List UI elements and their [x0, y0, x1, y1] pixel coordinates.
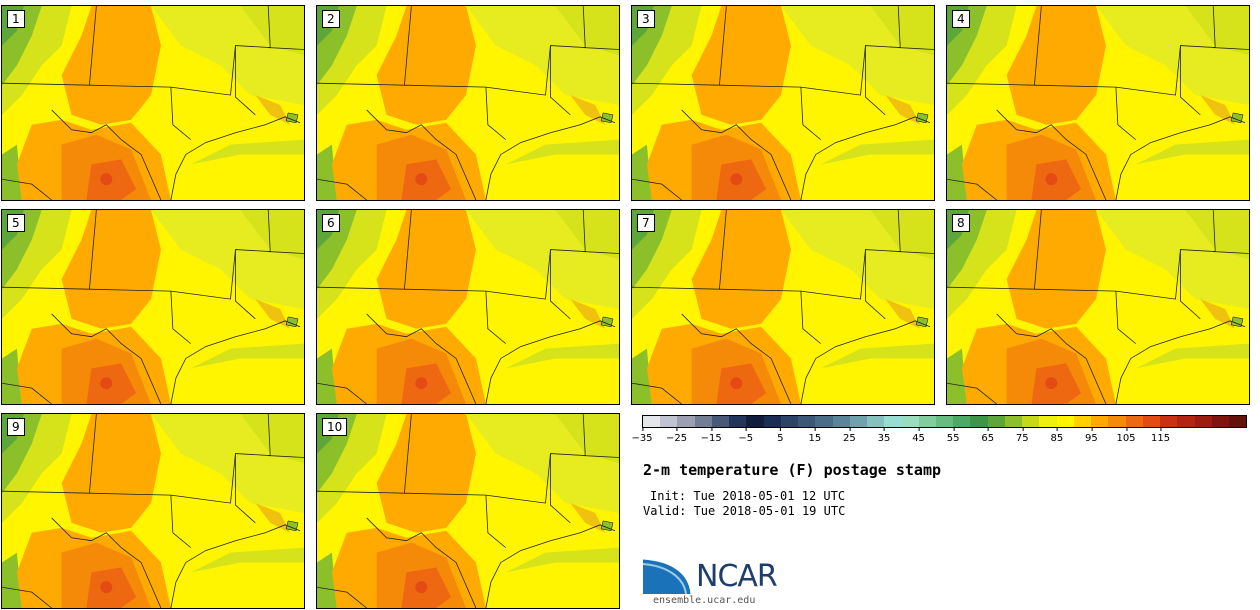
colorbar-tick-label: 45 — [912, 427, 925, 444]
colorbar-swatch — [1091, 416, 1109, 427]
map-panel: 10 — [316, 413, 620, 609]
ensemble-member-label: 6 — [322, 214, 340, 232]
colorbar-tick-label: 35 — [878, 427, 890, 444]
colorbar-tick-label: −15 — [701, 427, 722, 444]
ensemble-member-label: 8 — [952, 214, 970, 232]
colorbar-swatch — [729, 416, 747, 427]
map-panel: 5 — [1, 209, 305, 405]
colorbar-swatch — [1142, 416, 1161, 427]
colorbar-tick-label: −35 — [631, 427, 653, 444]
colorbar-swatch — [987, 416, 1005, 427]
colorbar-swatch — [763, 416, 781, 427]
map-panel: 6 — [316, 209, 620, 405]
ensemble-member-label: 10 — [322, 418, 348, 436]
ensemble-member-label: 9 — [7, 418, 25, 436]
colorbar-tick-label: 115 — [1151, 427, 1170, 444]
colorbar-tick-label: 95 — [1085, 427, 1098, 444]
ensemble-member-label: 3 — [637, 10, 655, 28]
ensemble-member-label: 1 — [7, 10, 25, 28]
map-panel: 2 — [316, 5, 620, 201]
colorbar-tick-label: −5 — [738, 427, 753, 444]
site-url[interactable]: ensemble.ucar.edu — [653, 595, 756, 606]
colorbar-swatch — [711, 416, 730, 427]
colorbar-swatch — [1211, 416, 1229, 427]
colorbar-swatch — [849, 416, 868, 427]
init-time: Init: Tue 2018-05-01 12 UTC — [650, 489, 846, 503]
colorbar-swatch — [1056, 416, 1074, 427]
colorbar-tick-label: 75 — [1016, 427, 1029, 444]
map-panel: 3 — [631, 5, 935, 201]
colorbar-swatch — [1022, 416, 1040, 427]
colorbar-swatch — [643, 416, 661, 427]
ncar-logo-icon — [642, 556, 694, 595]
ensemble-member-label: 2 — [322, 10, 340, 28]
colorbar-swatch — [935, 416, 954, 427]
colorbar-tick-label: 5 — [777, 427, 783, 444]
colorbar-swatch — [1108, 416, 1126, 427]
map-panel: 9 — [1, 413, 305, 609]
colorbar-swatch — [798, 416, 816, 427]
chart-title: 2-m temperature (F) postage stamp — [643, 461, 942, 479]
colorbar-tick-label: 85 — [1050, 427, 1063, 444]
map-panel: 8 — [946, 209, 1250, 405]
colorbar-swatch — [694, 416, 712, 427]
colorbar-tick-label: −25 — [666, 427, 687, 444]
colorbar-tick-label: 55 — [947, 427, 960, 444]
colorbar-swatch — [953, 416, 971, 427]
colorbar-swatch — [677, 416, 695, 427]
colorbar-tick-label: 15 — [808, 427, 821, 444]
colorbar-swatch — [660, 416, 678, 427]
colorbar-swatch — [1039, 416, 1057, 427]
map-panel: 4 — [946, 5, 1250, 201]
colorbar-swatch — [1004, 416, 1023, 427]
map-panel: 1 — [1, 5, 305, 201]
colorbar-swatch — [746, 416, 764, 427]
colorbar — [642, 415, 1247, 428]
colorbar-ticks: −35 −25 −15 −5 5 15 25 35 45 55 65 75 85 95 105 115 — [631, 427, 1247, 450]
colorbar-tick-label: 25 — [843, 427, 856, 444]
colorbar-swatch — [815, 416, 833, 427]
colorbar-swatch — [780, 416, 799, 427]
ensemble-member-label: 7 — [637, 214, 655, 232]
ensemble-member-label: 4 — [952, 10, 970, 28]
colorbar-swatch — [1073, 416, 1092, 427]
ncar-logo-text: NCAR — [696, 559, 778, 594]
valid-time: Valid: Tue 2018-05-01 19 UTC — [643, 504, 846, 518]
ensemble-member-label: 5 — [7, 214, 25, 232]
colorbar-swatch — [1228, 416, 1247, 427]
colorbar-swatch — [918, 416, 936, 427]
colorbar-swatch — [1160, 416, 1178, 427]
colorbar-tick-label: 65 — [981, 427, 994, 444]
colorbar-swatch — [884, 416, 902, 427]
colorbar-swatch — [970, 416, 988, 427]
colorbar-swatch — [1194, 416, 1212, 427]
colorbar-swatch — [901, 416, 919, 427]
colorbar-swatch — [867, 416, 885, 427]
colorbar-swatch — [1125, 416, 1143, 427]
colorbar-tick-label: 105 — [1116, 427, 1136, 444]
colorbar-swatch — [832, 416, 850, 427]
map-panel: 7 — [631, 209, 935, 405]
colorbar-swatch — [1177, 416, 1195, 427]
